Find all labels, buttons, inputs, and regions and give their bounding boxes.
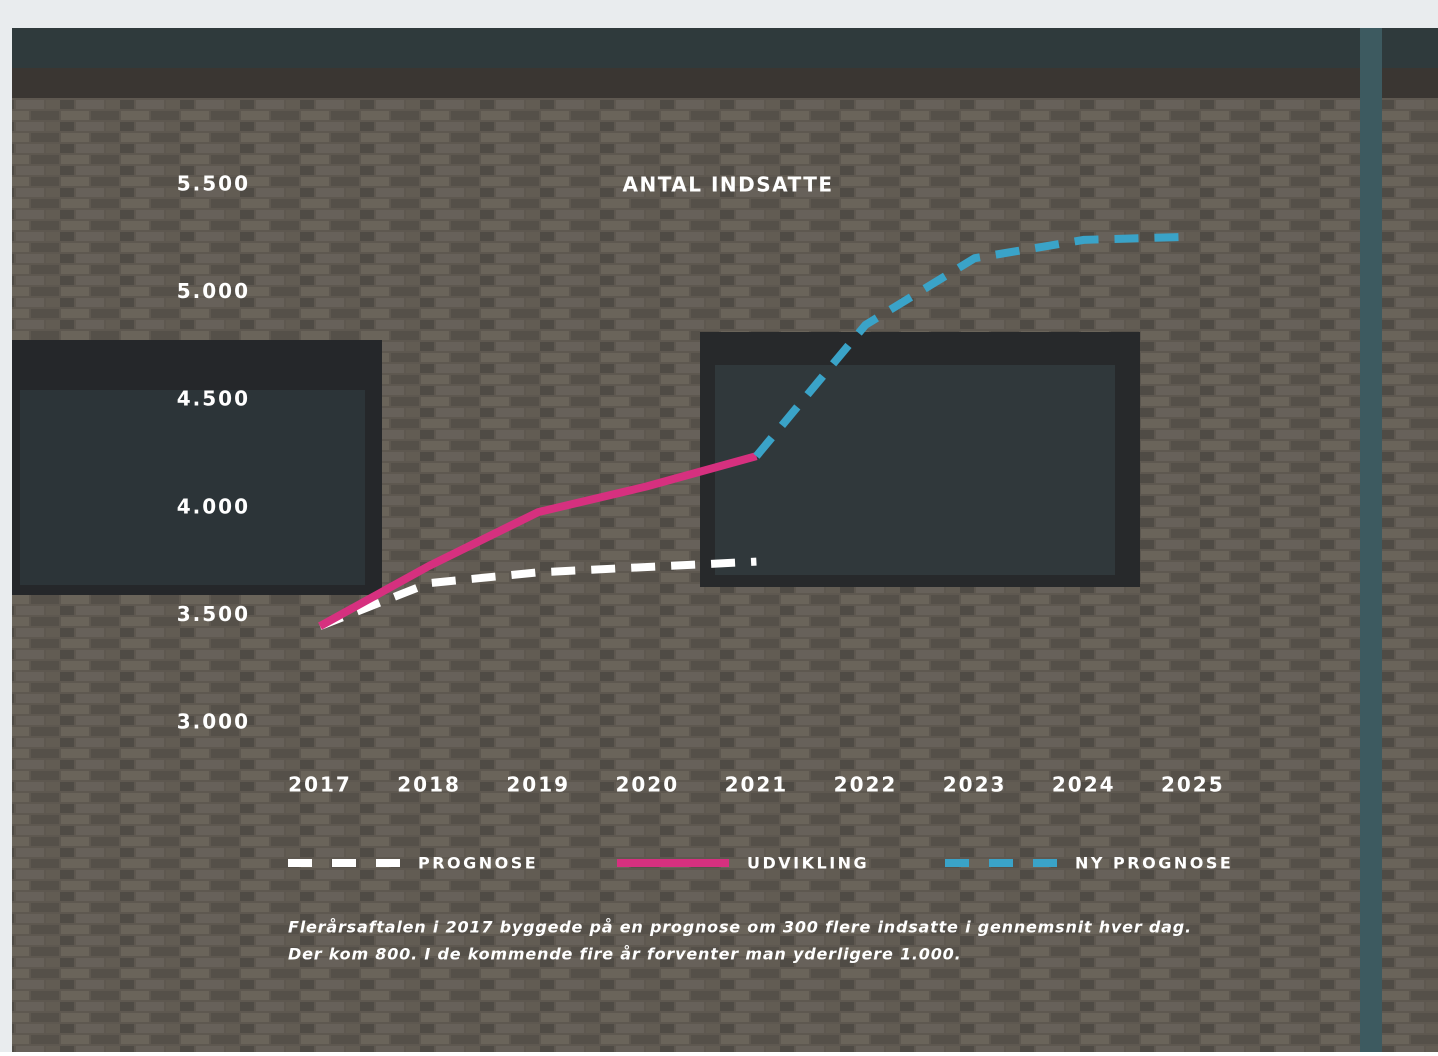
legend-label: NY PROGNOSE bbox=[1075, 854, 1233, 873]
chart: ANTAL INDSATTE 3.000 3.500 4.000 4.500 5.000… bbox=[0, 0, 1438, 1052]
x-tick-label: 2021 bbox=[725, 773, 789, 797]
x-tick-label: 2024 bbox=[1052, 773, 1116, 797]
x-tick-label: 2017 bbox=[288, 773, 352, 797]
y-tick-label: 4.500 bbox=[177, 387, 250, 411]
legend-label: UDVIKLING bbox=[747, 854, 869, 873]
x-tick-label: 2025 bbox=[1161, 773, 1225, 797]
caption: Flerårsaftalen i 2017 byggede på en prog… bbox=[288, 918, 1192, 937]
x-tick-label: 2023 bbox=[943, 773, 1007, 797]
caption: Der kom 800. I de kommende fire år forve… bbox=[288, 945, 962, 964]
y-tick-label: 3.000 bbox=[177, 710, 250, 734]
y-tick-label: 5.500 bbox=[177, 172, 250, 196]
x-tick-label: 2019 bbox=[506, 773, 570, 797]
legend-label: PROGNOSE bbox=[418, 854, 538, 873]
y-tick-label: 4.000 bbox=[177, 494, 250, 518]
x-tick-label: 2022 bbox=[834, 773, 898, 797]
background-photo bbox=[0, 0, 1438, 1052]
x-tick-label: 2018 bbox=[397, 773, 461, 797]
y-tick-label: 3.500 bbox=[177, 602, 250, 626]
chart-title: ANTAL INDSATTE bbox=[622, 173, 833, 197]
x-tick-label: 2020 bbox=[615, 773, 679, 797]
y-tick-label: 5.000 bbox=[177, 279, 250, 303]
